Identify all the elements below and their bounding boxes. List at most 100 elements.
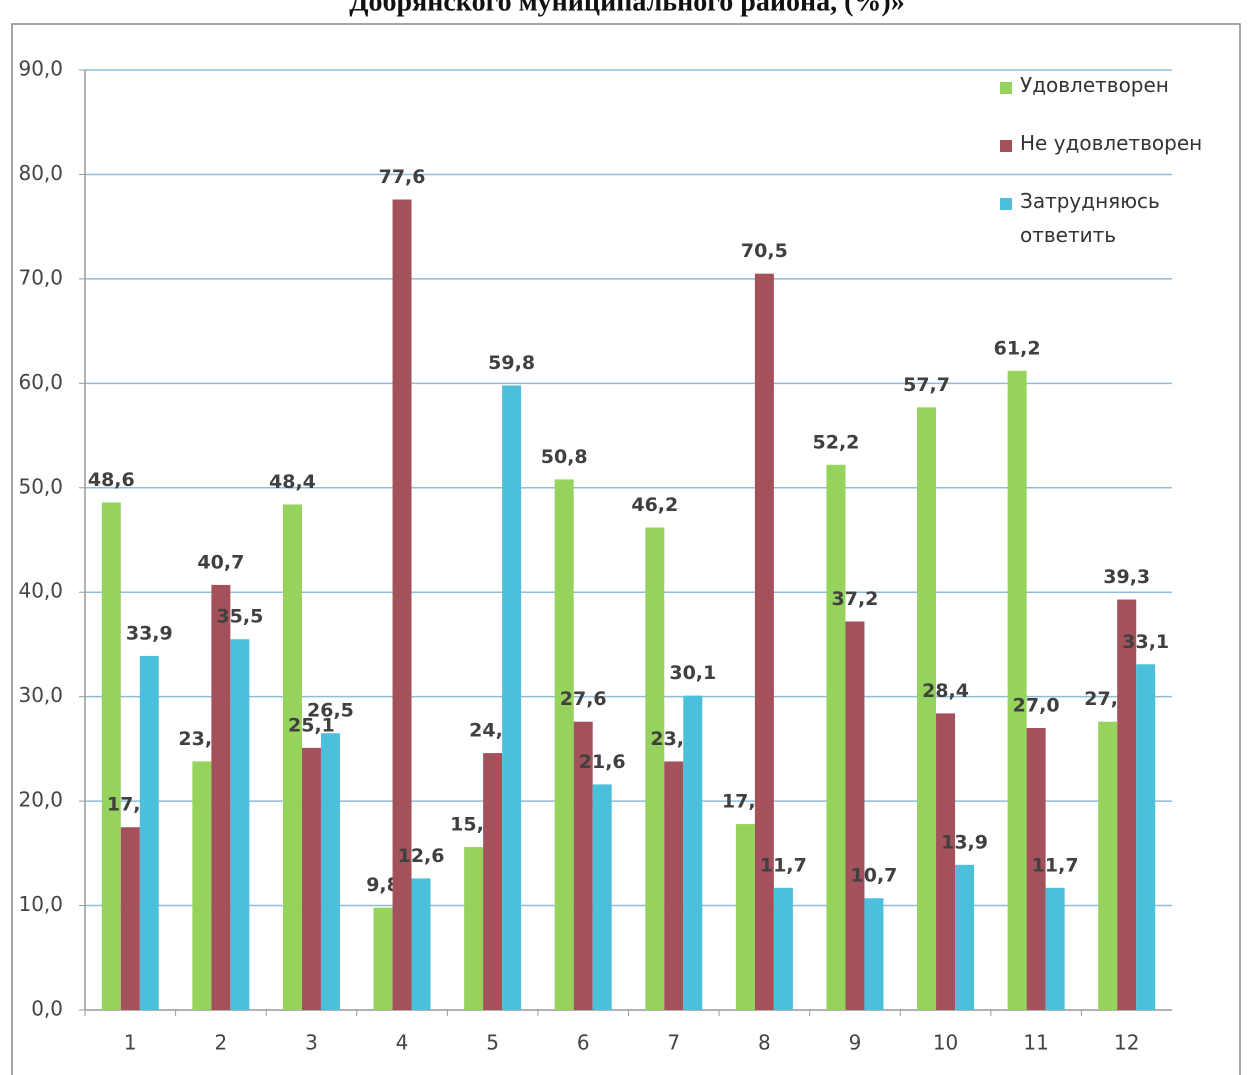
x-tick-label: 5 [486, 1031, 499, 1055]
bar [1007, 370, 1027, 1010]
bar [773, 887, 793, 1010]
bar [373, 907, 393, 1010]
legend-label: Затрудняюсь ответить [1020, 189, 1160, 247]
legend-label: Удовлетворен [1020, 73, 1169, 97]
bar [282, 504, 302, 1010]
legend-item: Не удовлетворен [1000, 131, 1230, 160]
x-tick-label: 9 [849, 1031, 862, 1055]
bar [411, 878, 431, 1010]
bar [320, 733, 340, 1010]
y-tick-label: 30,0 [18, 683, 63, 707]
legend-label: Не удовлетворен [1020, 131, 1203, 155]
value-label: 9,8 [366, 874, 400, 896]
bar [683, 695, 703, 1010]
bar [120, 827, 140, 1010]
bar [826, 464, 846, 1010]
chart-border [11, 23, 1241, 1075]
value-label: 40,7 [197, 551, 244, 573]
value-label: 50,8 [541, 446, 588, 468]
bar [735, 824, 755, 1010]
chart-title: Добрянского муниципального района, (%)» [349, 0, 904, 17]
x-tick-label: 11 [1023, 1031, 1048, 1055]
legend-item: Затрудняюсь ответить [1000, 189, 1230, 252]
x-tick-label: 1 [124, 1031, 137, 1055]
y-tick-label: 10,0 [18, 892, 63, 916]
value-label: 11,7 [1032, 854, 1079, 876]
value-label: 11,7 [760, 854, 807, 876]
value-label: 59,8 [488, 352, 535, 374]
value-label: 12,6 [398, 845, 445, 867]
legend-item: Удовлетворен [1000, 73, 1230, 102]
bar [502, 385, 522, 1010]
bar [1098, 721, 1118, 1010]
bar [936, 713, 956, 1010]
bar [230, 639, 250, 1010]
bar [645, 527, 665, 1010]
value-label: 25,1 [288, 714, 335, 736]
bar [392, 199, 412, 1010]
value-label: 70,5 [741, 240, 788, 262]
value-label: 37,2 [832, 588, 879, 610]
value-label: 28,4 [922, 680, 969, 702]
value-label: 52,2 [813, 431, 860, 453]
bar [1026, 728, 1046, 1010]
bar [573, 721, 593, 1010]
bar [864, 898, 884, 1010]
value-label: 57,7 [903, 374, 950, 396]
y-tick-label: 40,0 [18, 579, 63, 603]
x-tick-label: 7 [667, 1031, 680, 1055]
value-label: 13,9 [941, 831, 988, 853]
x-tick-label: 3 [305, 1031, 318, 1055]
value-label: 33,9 [126, 622, 173, 644]
value-label: 30,1 [669, 662, 716, 684]
value-label: 61,2 [994, 337, 1041, 359]
x-tick-label: 12 [1114, 1031, 1139, 1055]
value-label: 77,6 [379, 166, 426, 188]
y-tick-label: 0,0 [31, 997, 63, 1021]
value-label: 10,7 [851, 865, 898, 887]
x-tick-label: 4 [396, 1031, 409, 1055]
x-tick-label: 10 [933, 1031, 958, 1055]
value-label: 27,0 [1013, 695, 1060, 717]
x-tick-label: 8 [758, 1031, 771, 1055]
value-label: 48,6 [88, 469, 135, 491]
y-tick-label: 90,0 [18, 57, 63, 81]
value-label: 35,5 [216, 606, 263, 628]
bar [955, 864, 975, 1010]
value-label: 21,6 [579, 751, 626, 773]
bar [754, 273, 774, 1011]
value-label: 33,1 [1122, 631, 1169, 653]
value-label: 46,2 [631, 494, 678, 516]
y-tick-label: 50,0 [18, 474, 63, 498]
value-label: 39,3 [1103, 566, 1150, 588]
bar [1117, 599, 1137, 1010]
y-tick-label: 70,0 [18, 265, 63, 289]
bar [917, 407, 937, 1010]
bar [101, 502, 121, 1010]
y-tick-label: 20,0 [18, 788, 63, 812]
bar [1045, 887, 1065, 1010]
bar [592, 784, 612, 1010]
legend-swatch [1000, 198, 1012, 210]
bar [301, 747, 321, 1010]
x-tick-label: 2 [215, 1031, 228, 1055]
y-tick-label: 80,0 [18, 161, 63, 185]
x-tick-label: 6 [577, 1031, 590, 1055]
bar [554, 479, 574, 1010]
bar [192, 761, 212, 1010]
value-label: 26,5 [307, 700, 354, 722]
bar [483, 753, 503, 1010]
bar [211, 584, 231, 1010]
bar [139, 655, 159, 1010]
legend-swatch [1000, 140, 1012, 152]
bar [1136, 664, 1156, 1010]
bar [664, 761, 684, 1010]
bar [845, 621, 865, 1010]
value-label: 48,4 [269, 471, 316, 493]
bar [464, 847, 484, 1010]
legend-swatch [1000, 82, 1012, 94]
value-label: 27,6 [560, 688, 607, 710]
y-tick-label: 60,0 [18, 370, 63, 394]
